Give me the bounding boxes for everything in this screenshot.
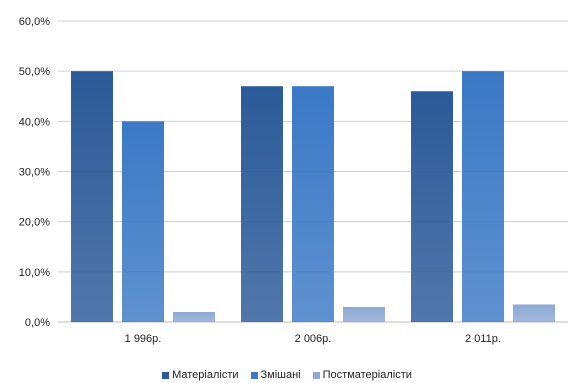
legend-item: Змішані	[250, 369, 301, 381]
bar	[71, 71, 113, 323]
bar	[173, 311, 215, 322]
bar	[462, 71, 504, 323]
y-tick-label: 10,0%	[19, 267, 50, 279]
bar	[292, 86, 334, 322]
y-tick-label: 30,0%	[19, 167, 50, 179]
legend-label: Змішані	[260, 369, 301, 381]
bar-chart: 0,0% 10,0% 20,0% 30,0% 40,0% 50,0% 60,0% 1 996…	[19, 16, 568, 345]
legend-label: Матеріалісти	[172, 369, 239, 381]
legend-item: Матеріалісти	[162, 369, 239, 381]
x-tick-label: 2 006р.	[295, 333, 332, 345]
y-tick-label: 0,0%	[25, 317, 50, 329]
legend: Матеріалісти Змішані Постматеріалісти	[0, 368, 574, 382]
bar	[343, 306, 385, 322]
x-tick-label: 2 011р.	[465, 333, 501, 345]
legend-swatch	[162, 371, 170, 379]
legend-swatch	[250, 371, 258, 379]
y-tick-label: 20,0%	[19, 217, 50, 229]
y-tick-label: 40,0%	[19, 116, 50, 128]
legend-label: Постматеріалісти	[322, 369, 412, 381]
bars	[71, 71, 555, 323]
legend-swatch	[312, 371, 320, 379]
x-tick-label: 1 996р.	[125, 333, 162, 345]
bar	[411, 91, 453, 322]
bar	[122, 121, 164, 322]
x-axis-ticks: 1 996р. 2 006р. 2 011р.	[125, 333, 501, 345]
y-axis-ticks: 0,0% 10,0% 20,0% 30,0% 40,0% 50,0% 60,0%	[19, 16, 50, 329]
y-tick-label: 50,0%	[19, 66, 50, 78]
bar	[241, 86, 283, 322]
legend-item: Постматеріалісти	[312, 369, 412, 381]
y-tick-label: 60,0%	[19, 16, 50, 28]
bar	[513, 304, 555, 322]
